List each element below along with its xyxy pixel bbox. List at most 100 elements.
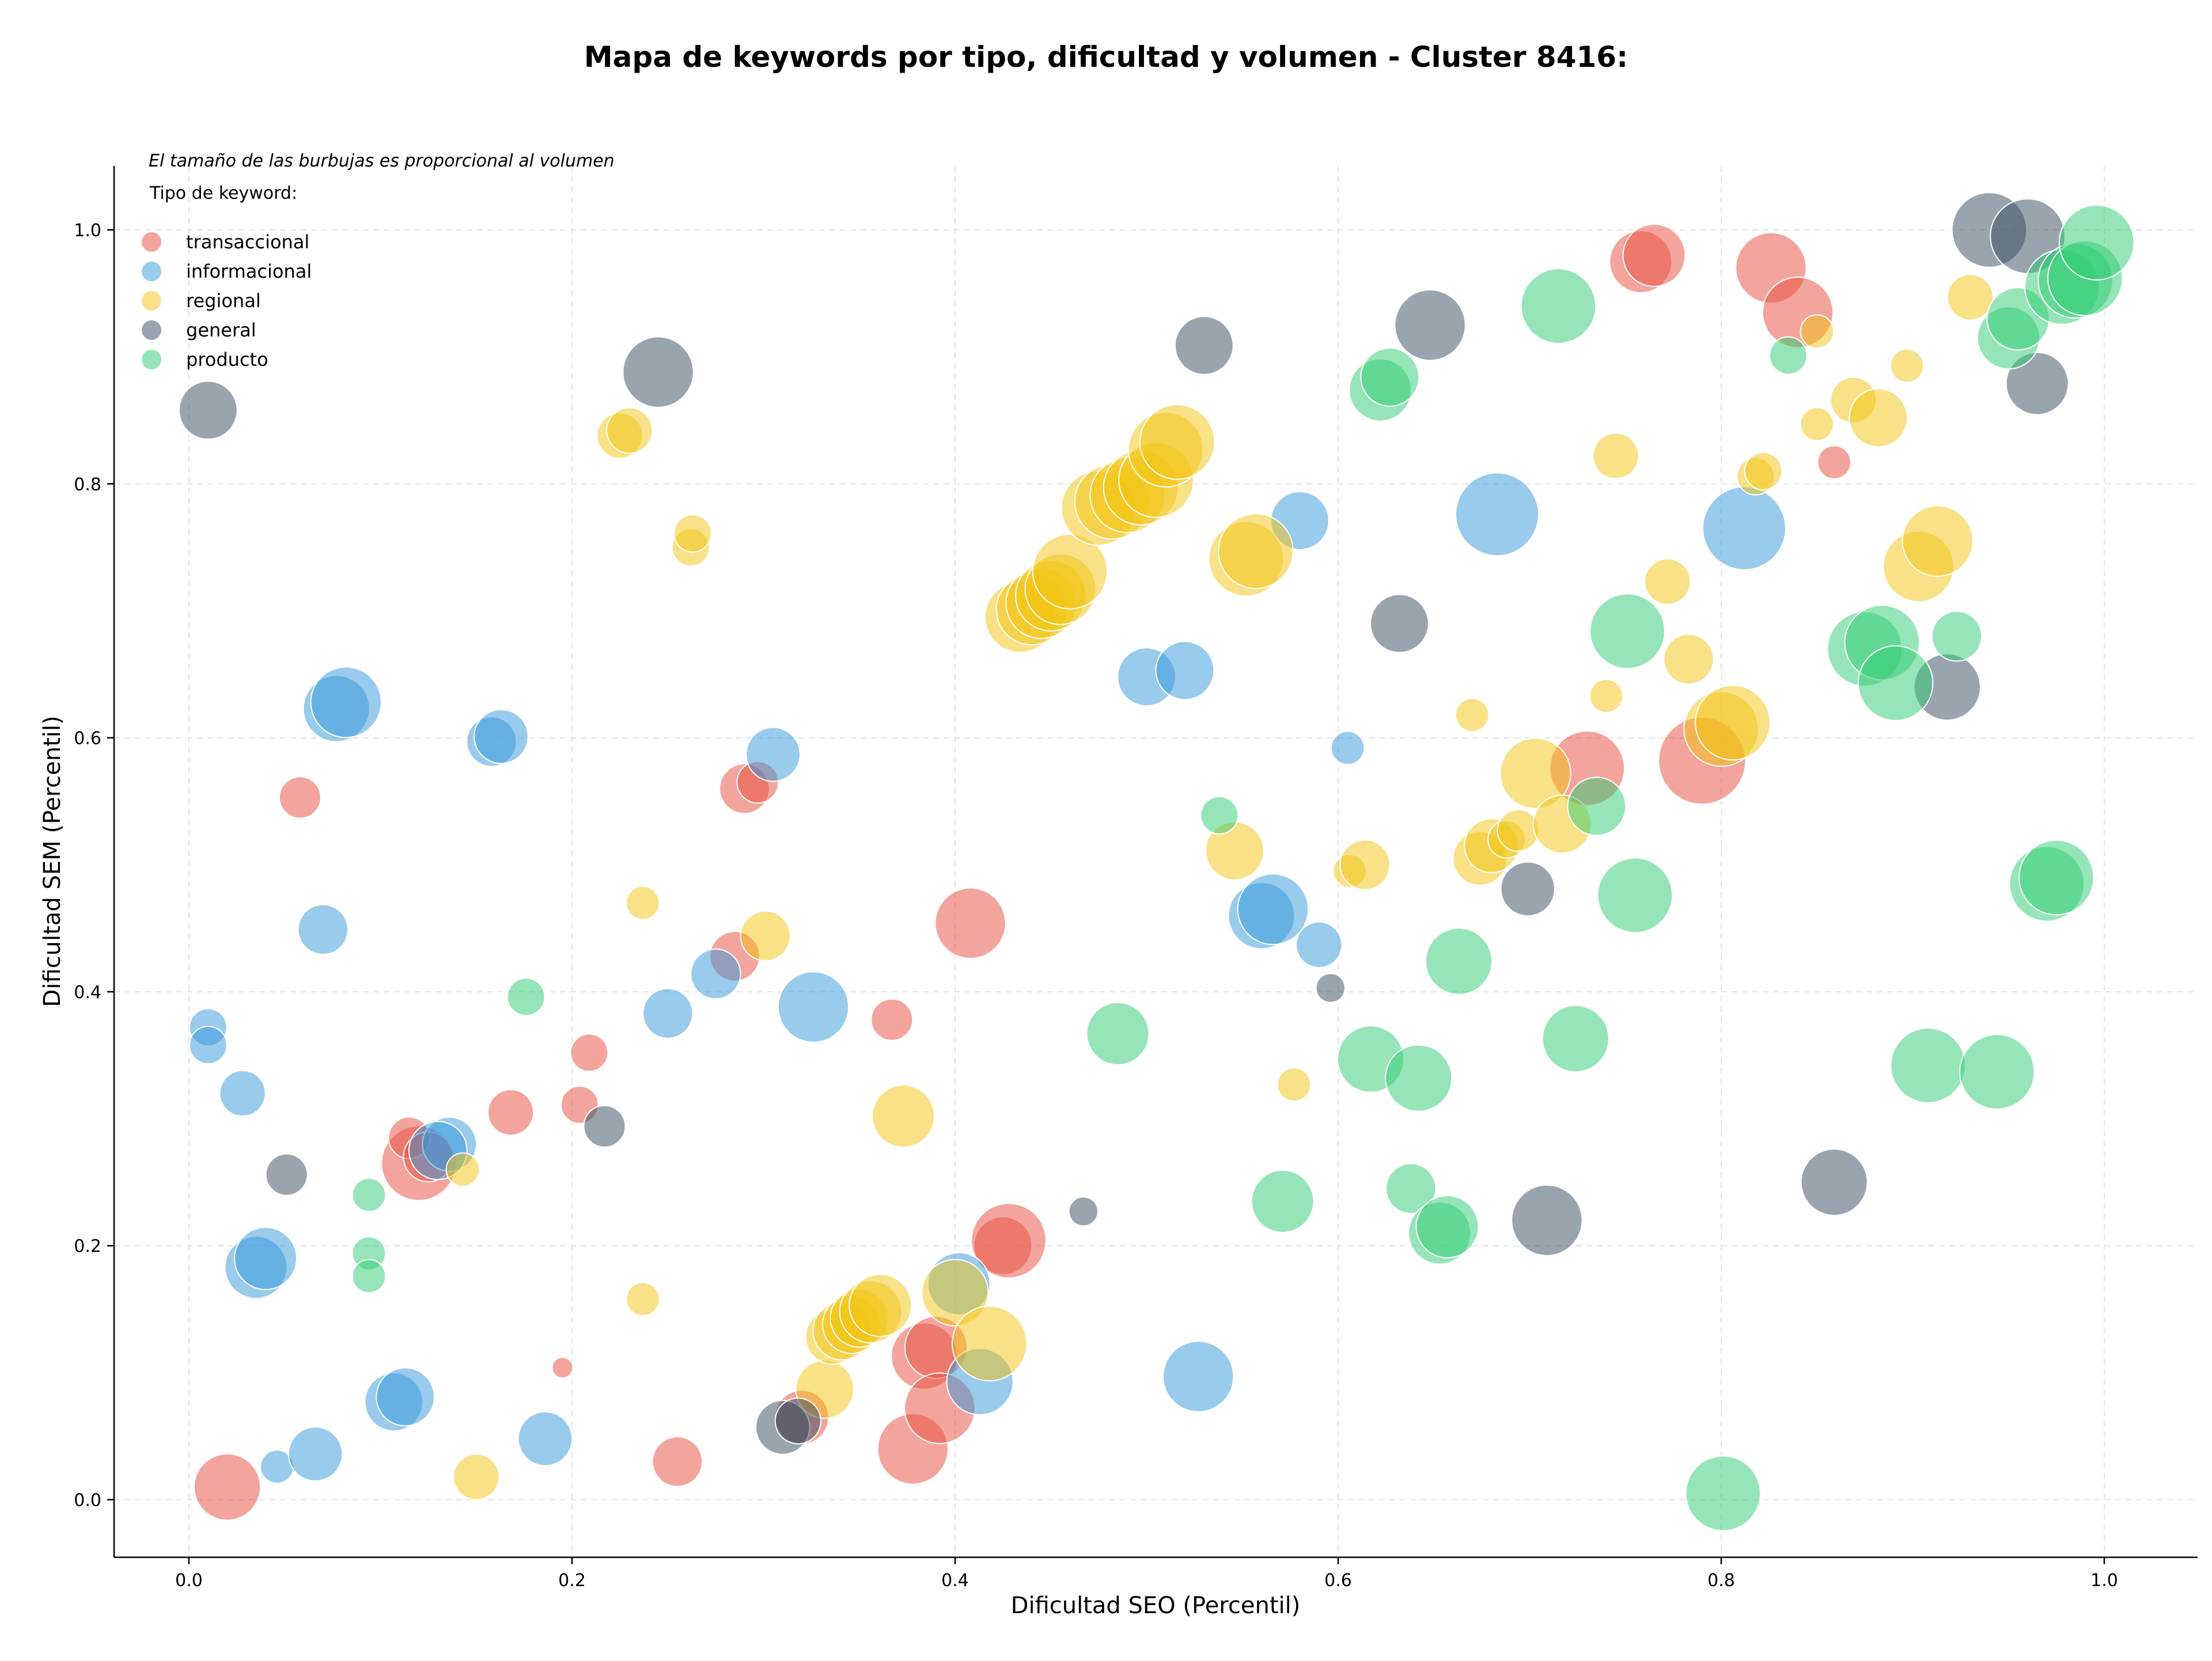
bubble-producto[interactable] (1857, 645, 1934, 721)
bubble-regional[interactable] (1139, 404, 1215, 480)
bubble-producto[interactable] (1385, 1044, 1453, 1112)
bubble-informacional[interactable] (234, 1227, 297, 1291)
bubble-informacional[interactable] (690, 948, 741, 1000)
bubble-informacional[interactable] (1296, 921, 1343, 968)
bubble-informacional[interactable] (219, 1070, 266, 1117)
bubble-regional[interactable] (740, 910, 791, 962)
bubble-regional[interactable] (952, 1306, 1028, 1382)
bubble-general[interactable] (583, 1105, 626, 1148)
bubble-informacional[interactable] (1330, 731, 1365, 765)
bubble-producto[interactable] (1251, 1170, 1315, 1234)
bubble-regional[interactable] (1455, 698, 1490, 732)
bubble-transaccional[interactable] (570, 1033, 609, 1072)
bubble-transaccional[interactable] (870, 998, 914, 1041)
bubble-informacional[interactable] (474, 709, 529, 765)
bubble-regional[interactable] (1277, 1067, 1312, 1102)
bubble-transaccional[interactable] (934, 887, 1006, 959)
bubble-general[interactable] (1394, 289, 1466, 361)
bubble-regional[interactable] (1032, 534, 1108, 610)
bubble-transaccional[interactable] (193, 1453, 262, 1521)
bubble-regional[interactable] (1218, 513, 1294, 589)
bubble-regional[interactable] (1589, 679, 1624, 713)
bubble-general[interactable] (1174, 316, 1234, 375)
bubble-producto[interactable] (351, 1259, 387, 1293)
bubble-regional[interactable] (849, 1273, 912, 1337)
bubble-producto[interactable] (1415, 1195, 1479, 1259)
bubble-general[interactable] (1315, 973, 1346, 1004)
bubble-informacional[interactable] (1455, 472, 1539, 557)
bubble-informacional[interactable] (1162, 1341, 1234, 1413)
bubble-regional[interactable] (453, 1453, 500, 1500)
bubble-regional[interactable] (1592, 432, 1639, 479)
bubble-informacional[interactable] (1237, 873, 1309, 945)
bubble-informacional[interactable] (1702, 486, 1786, 570)
bubble-regional[interactable] (872, 1084, 935, 1148)
bubble-regional[interactable] (1800, 314, 1835, 349)
bubble-producto[interactable] (2058, 205, 2135, 281)
bubble-producto[interactable] (1520, 268, 1597, 345)
bubble-regional[interactable] (1849, 388, 1908, 448)
bubble-transaccional[interactable] (487, 1089, 535, 1136)
bubble-regional[interactable] (1497, 809, 1540, 852)
bubble-regional[interactable] (1663, 633, 1714, 685)
bubble-informacional[interactable] (517, 1411, 573, 1466)
bubble-regional[interactable] (673, 514, 712, 553)
bubble-general[interactable] (178, 380, 238, 440)
bubble-informacional[interactable] (188, 1026, 228, 1065)
bubble-producto[interactable] (1597, 857, 1673, 933)
bubble-regional[interactable] (1889, 349, 1925, 383)
bubble-producto[interactable] (1959, 1034, 2035, 1110)
bubble-transaccional[interactable] (278, 776, 321, 819)
bubble-producto[interactable] (351, 1178, 387, 1212)
bubble-informacional[interactable] (1155, 641, 1215, 701)
bubble-regional[interactable] (1499, 737, 1571, 809)
bubble-transaccional[interactable] (1817, 445, 1851, 480)
bubble-regional[interactable] (1339, 839, 1391, 891)
bubble-producto[interactable] (1589, 593, 1665, 669)
bubble-producto[interactable] (1890, 1027, 1966, 1103)
bubble-regional[interactable] (1744, 452, 1783, 491)
bubble-producto[interactable] (506, 977, 546, 1016)
bubble-producto[interactable] (1685, 1455, 1762, 1531)
bubble-transaccional[interactable] (551, 1356, 574, 1379)
bubble-general[interactable] (1500, 861, 1555, 917)
bubble-regional[interactable] (921, 1259, 989, 1327)
bubble-general[interactable] (2005, 351, 2069, 415)
bubble-general[interactable] (1068, 1196, 1099, 1227)
bubble-informacional[interactable] (376, 1367, 435, 1427)
bubble-regional[interactable] (1902, 505, 1974, 577)
bubble-regional[interactable] (1946, 274, 1994, 321)
bubble-general[interactable] (622, 336, 694, 408)
bubble-regional[interactable] (1695, 684, 1771, 760)
bubble-informacional[interactable] (310, 666, 382, 739)
bubble-transaccional[interactable] (652, 1436, 703, 1488)
bubble-producto[interactable] (1385, 1163, 1437, 1214)
bubble-informacional[interactable] (745, 727, 801, 782)
bubble-producto[interactable] (1200, 796, 1239, 835)
bubble-producto[interactable] (1425, 927, 1493, 996)
bubble-producto[interactable] (1541, 1005, 1609, 1073)
bubble-producto[interactable] (1931, 611, 1983, 662)
bubble-informacional[interactable] (777, 971, 850, 1043)
bubble-producto[interactable] (1086, 1002, 1150, 1066)
bubble-general[interactable] (1370, 593, 1429, 653)
bubble-producto[interactable] (1567, 777, 1627, 836)
bubble-regional[interactable] (606, 407, 653, 454)
bubble-transaccional[interactable] (1622, 224, 1686, 287)
bubble-informacional[interactable] (297, 904, 349, 955)
bubble-regional[interactable] (626, 1282, 660, 1316)
bubble-regional[interactable] (445, 1152, 480, 1187)
bubble-general[interactable] (774, 1397, 821, 1444)
bubble-general[interactable] (1800, 1148, 1868, 1216)
bubble-informacional[interactable] (287, 1426, 343, 1482)
bubble-general[interactable] (265, 1153, 308, 1196)
bubble-producto[interactable] (2018, 839, 2094, 915)
bubble-producto[interactable] (1769, 336, 1808, 375)
bubble-producto[interactable] (1360, 347, 1420, 407)
bubble-regional[interactable] (1644, 558, 1691, 606)
bubble-regional[interactable] (626, 886, 660, 920)
bubble-transaccional[interactable] (971, 1202, 1047, 1279)
bubble-general[interactable] (1511, 1184, 1583, 1257)
bubble-informacional[interactable] (642, 987, 694, 1039)
bubble-regional[interactable] (1800, 407, 1835, 442)
